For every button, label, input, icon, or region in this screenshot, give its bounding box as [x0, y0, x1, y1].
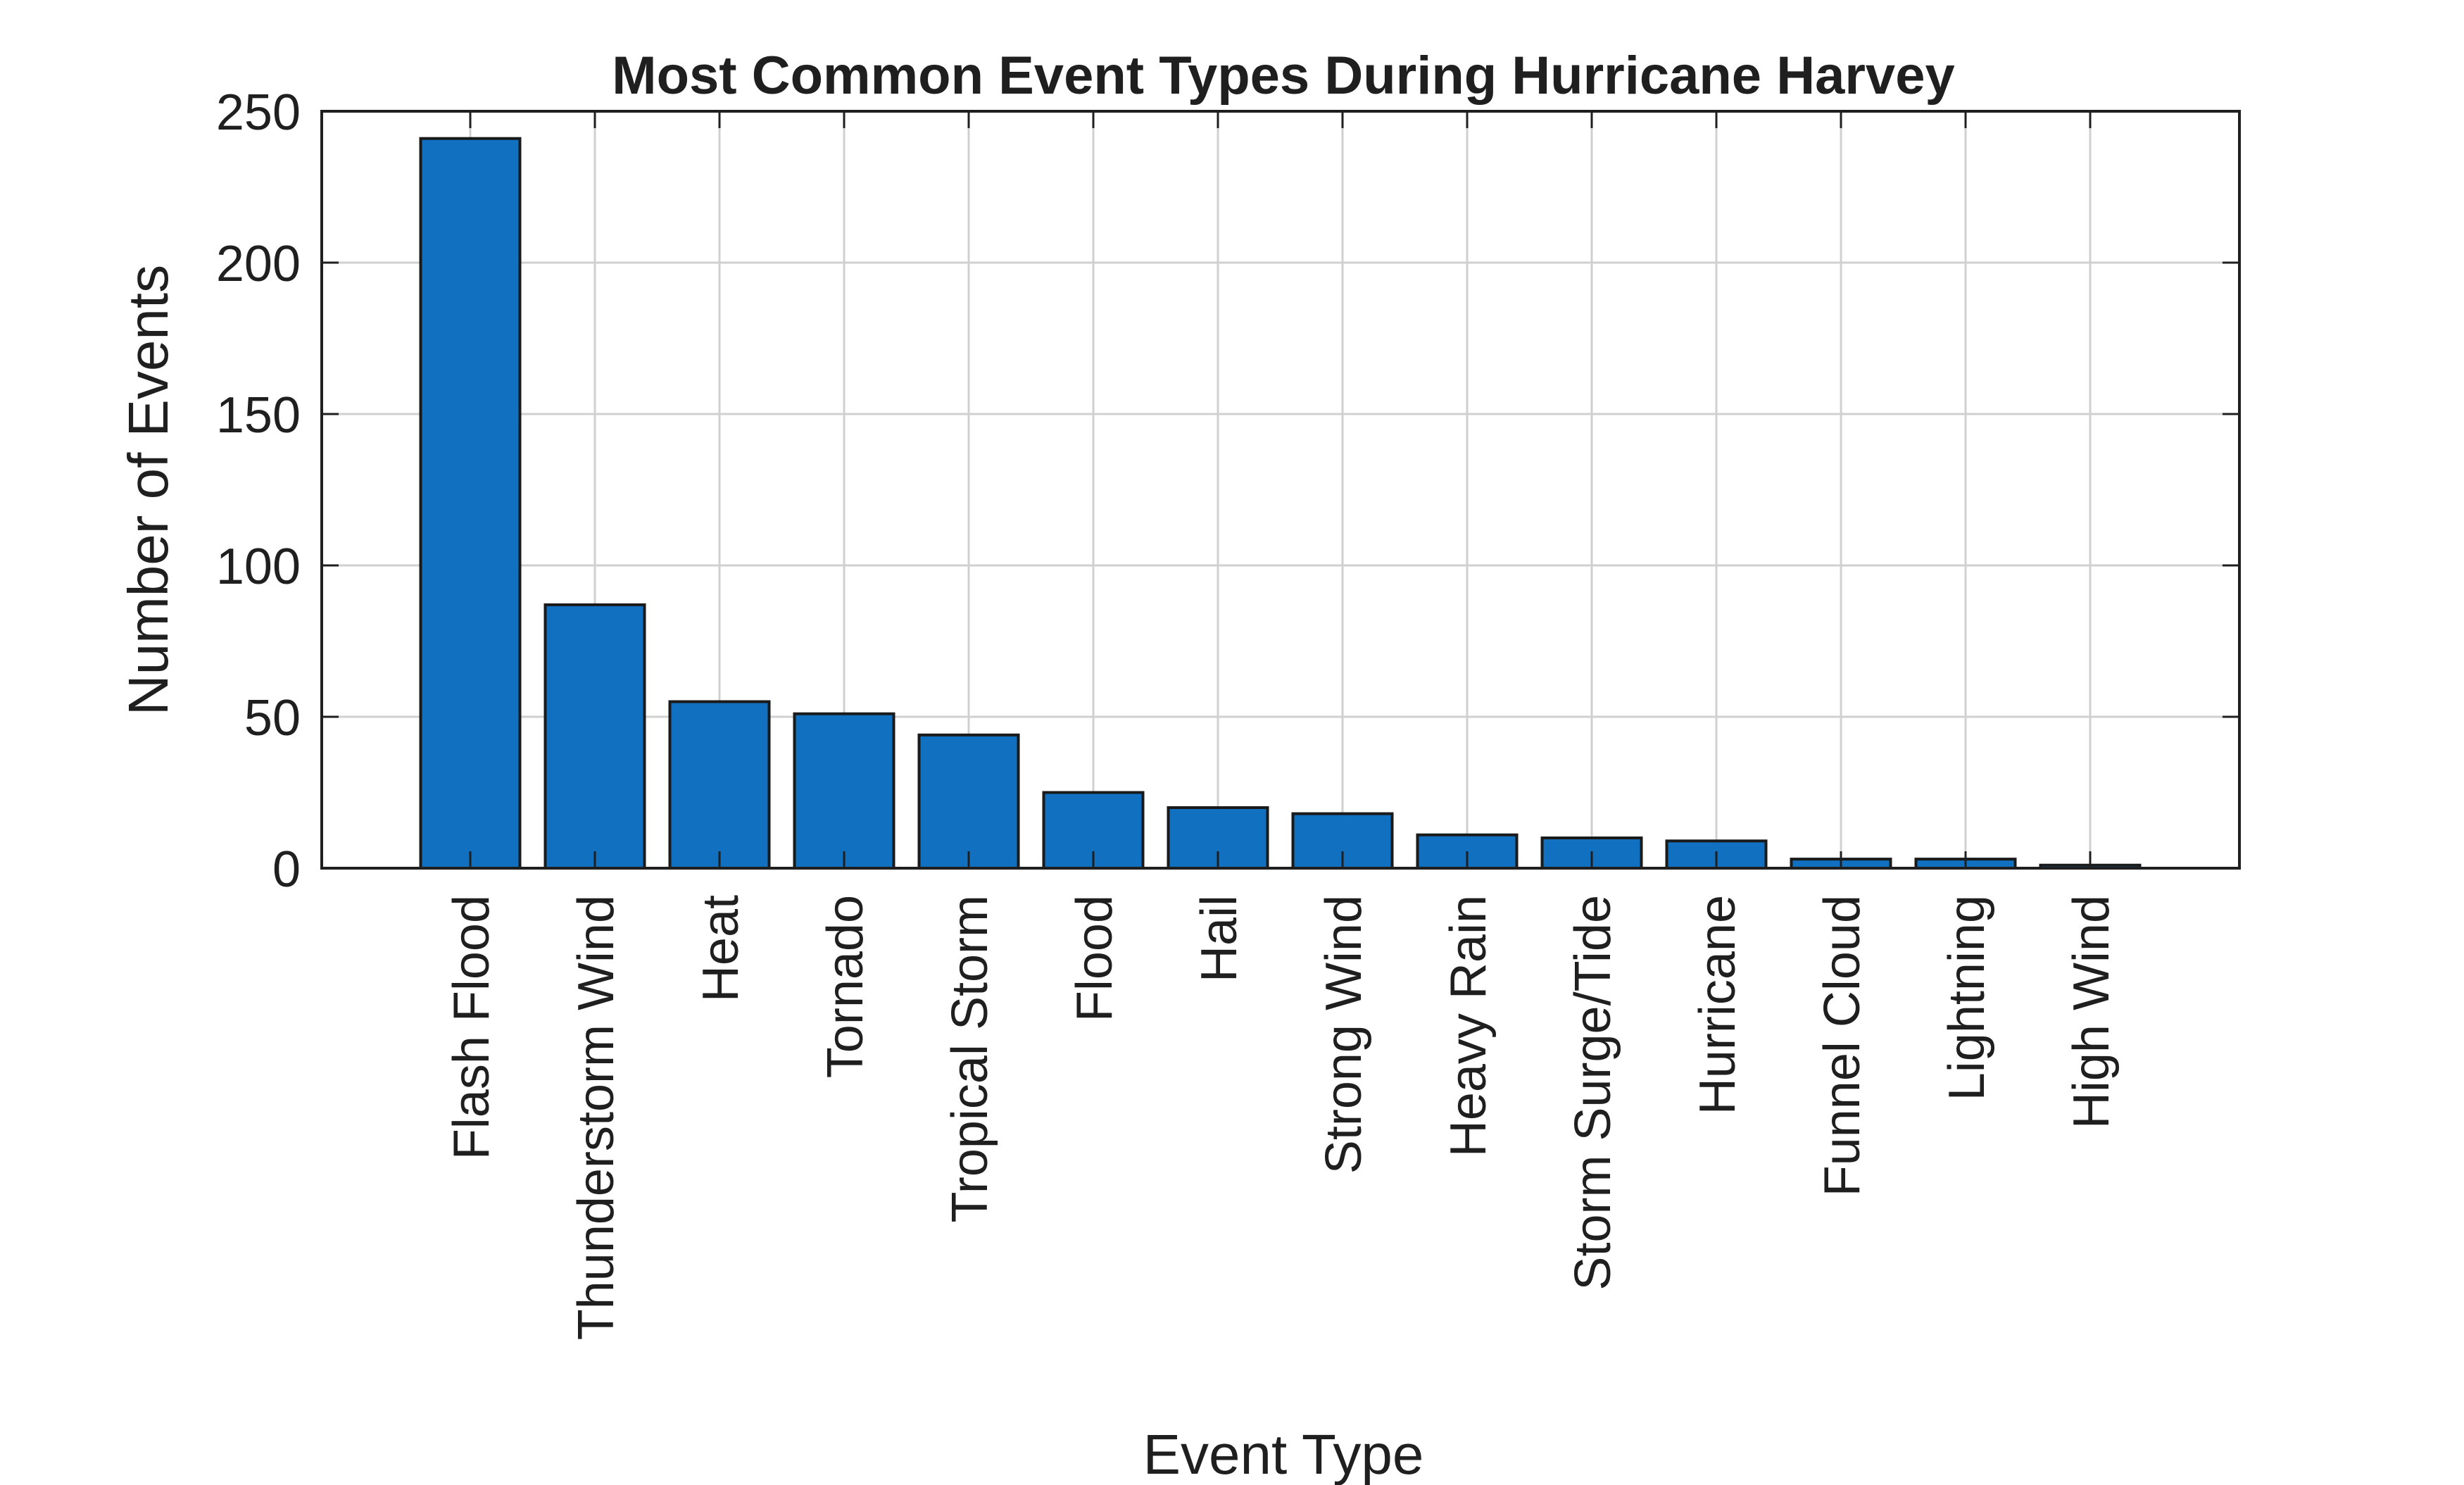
- y-tick-label: 250: [216, 84, 301, 141]
- chart-title: Most Common Event Types During Hurricane…: [612, 46, 1954, 106]
- y-axis-label: Number of Events: [117, 265, 180, 715]
- x-tick-label: High Wind: [2063, 895, 2120, 1129]
- x-tick-label: Funnel Cloud: [1814, 895, 1871, 1196]
- x-tick-label: Tropical Storm: [942, 895, 998, 1222]
- x-tick-label: Storm Surge/Tide: [1565, 895, 1621, 1291]
- x-tick-label: Heavy Rain: [1440, 895, 1497, 1157]
- y-tick-labels: 0 50 100 150 200 250: [216, 84, 301, 898]
- x-tick-label: Flood: [1067, 895, 1123, 1022]
- bar-heat: [668, 700, 771, 870]
- x-tick-label: Lightning: [1939, 895, 1995, 1101]
- axes: [320, 110, 2241, 870]
- y-tick-label: 0: [272, 841, 301, 898]
- grid-lines: [322, 111, 2239, 868]
- x-tick-label: Heat: [693, 895, 749, 1002]
- x-tick-label: Hurricane: [1690, 895, 1746, 1115]
- y-tick-label: 100: [216, 539, 301, 595]
- bar-tornado: [793, 712, 895, 870]
- x-axis-label: Event Type: [1143, 1423, 1424, 1485]
- y-tick-label: 200: [216, 236, 301, 292]
- bar-flash-flood: [419, 137, 522, 870]
- bar-tropical-storm: [917, 733, 1020, 870]
- bar-thunderstorm-wind: [543, 603, 646, 870]
- x-tick-label: Thunderstorm Wind: [568, 895, 624, 1340]
- x-tick-labels: Flash Flood Thunderstorm Wind Heat Tornado T…: [444, 895, 2120, 1340]
- plot-frame: [320, 110, 2241, 870]
- x-tick-label: Strong Wind: [1316, 895, 1372, 1174]
- bars: [419, 137, 2142, 870]
- y-tick-label: 150: [216, 387, 301, 444]
- x-tick-label: Hail: [1191, 895, 1247, 982]
- x-tick-label: Flash Flood: [444, 895, 500, 1160]
- x-tick-label: Tornado: [817, 895, 874, 1078]
- y-tick-label: 50: [244, 690, 301, 746]
